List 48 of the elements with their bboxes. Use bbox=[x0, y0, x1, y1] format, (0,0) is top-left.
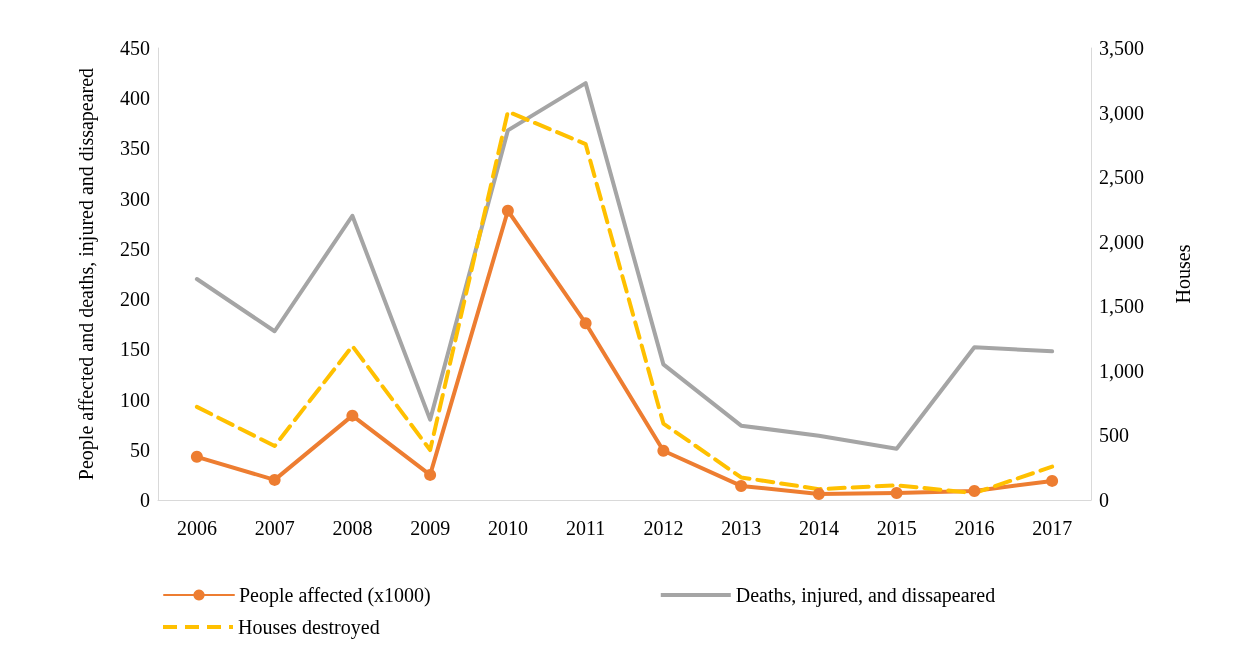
y2-tick-label: 3,000 bbox=[1099, 101, 1144, 124]
point bbox=[501, 204, 514, 217]
x-tick-label: 2016 bbox=[954, 517, 995, 539]
x-tick-label: 2006 bbox=[176, 517, 217, 539]
y-tick-label: 400 bbox=[120, 87, 150, 110]
x-tick-label: 2009 bbox=[410, 517, 451, 539]
y-tick-label: 450 bbox=[120, 37, 150, 59]
point bbox=[1046, 474, 1059, 487]
y-tick-label: 300 bbox=[120, 187, 150, 210]
point bbox=[890, 486, 903, 499]
y2-axis-title: Houses bbox=[1172, 244, 1194, 304]
y-tick-label: 0 bbox=[140, 489, 150, 511]
point bbox=[968, 484, 981, 497]
point bbox=[346, 409, 359, 422]
y-tick-label: 50 bbox=[130, 438, 150, 461]
legend-label: Deaths, injured, and dissapeared bbox=[735, 584, 996, 607]
point bbox=[579, 317, 592, 330]
y2-tick-label: 500 bbox=[1099, 424, 1129, 447]
x-tick-label: 2011 bbox=[565, 517, 606, 539]
y-tick-label: 350 bbox=[120, 137, 150, 160]
point bbox=[657, 444, 670, 457]
y2-tick-label: 1,500 bbox=[1099, 295, 1144, 318]
y2-tick-label: 2,000 bbox=[1099, 230, 1144, 253]
x-tick-label: 2017 bbox=[1032, 517, 1073, 539]
x-tick-label: 2007 bbox=[254, 517, 295, 539]
y2-tick-label: 3,500 bbox=[1099, 37, 1144, 59]
y2-tick-label: 2,500 bbox=[1099, 166, 1144, 189]
y-tick-label: 200 bbox=[120, 288, 150, 311]
point bbox=[812, 487, 825, 500]
x-tick-label: 2010 bbox=[487, 517, 528, 539]
x-tick-label: 2013 bbox=[721, 517, 762, 539]
point bbox=[190, 450, 203, 463]
x-tick-label: 2014 bbox=[798, 517, 839, 539]
legend-label: Houses destroyed bbox=[238, 616, 380, 639]
y2-tick-label: 0 bbox=[1099, 489, 1109, 511]
point bbox=[735, 479, 748, 492]
y-tick-label: 150 bbox=[120, 338, 150, 361]
line-series bbox=[194, 81, 1055, 451]
point bbox=[424, 468, 437, 481]
legend-label: People affected (x1000) bbox=[239, 584, 431, 607]
y-axis-title: People affected and deaths, injured and dissapeared bbox=[75, 67, 98, 481]
x-tick-label: 2015 bbox=[876, 517, 917, 539]
point bbox=[268, 473, 281, 486]
y-tick-label: 100 bbox=[120, 388, 150, 411]
x-tick-label: 2012 bbox=[643, 517, 684, 539]
x-tick-label: 2008 bbox=[332, 517, 373, 539]
y2-tick-label: 1,000 bbox=[1099, 359, 1144, 382]
y-tick-label: 250 bbox=[120, 237, 150, 260]
